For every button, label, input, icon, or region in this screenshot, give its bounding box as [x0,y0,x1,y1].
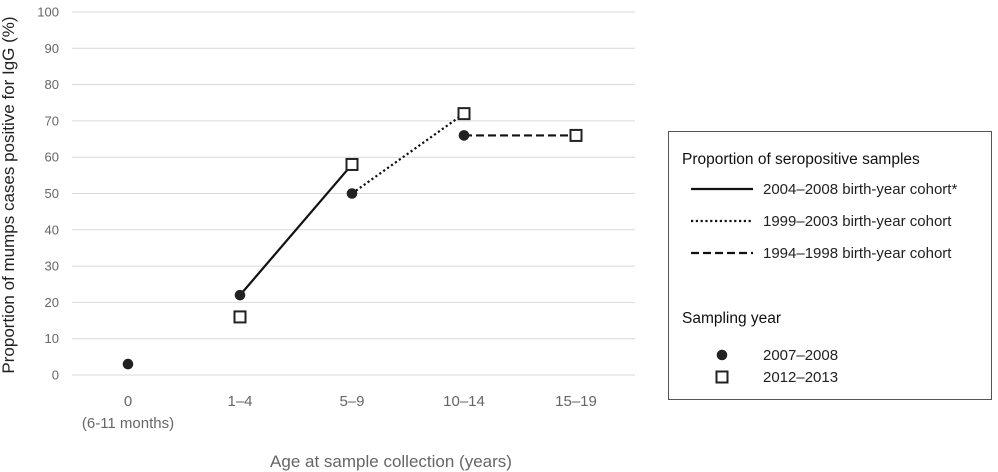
legend-marker-label: 2007–2008 [763,347,838,364]
y-tick-label: 60 [45,150,59,165]
data-point-square [457,107,471,121]
y-axis-label: Proportion of mumps cases positive for I… [0,16,18,373]
x-axis-label: Age at sample collection (years) [270,452,512,471]
y-tick-label: 100 [37,5,59,20]
y-tick-label: 10 [45,331,59,346]
data-point-circle [458,130,470,141]
cohort-line [351,112,465,195]
legend-marker-circle [716,349,728,361]
x-tick-label: 10–14 [443,393,485,410]
y-tick-label: 50 [45,186,59,201]
y-tick-label: 90 [45,41,59,56]
data-markers [122,107,583,370]
legend-line-label: 2004–2008 birth-year cohort* [763,181,957,198]
data-point-square [233,310,247,324]
x-tick-labels: 0 (6-11 months) 1–4 5–9 10–14 15–19 [82,393,597,432]
legend: Proportion of seropositive samples 2004–… [668,131,992,400]
y-tick-label: 20 [45,295,59,310]
y-tick-label: 40 [45,222,59,237]
x-tick-label: 1–4 [227,393,252,410]
y-tick-label: 30 [45,259,59,274]
legend-line-label: 1994–1998 birth-year cohort [763,245,952,262]
legend-svg: Proportion of seropositive samples 2004–… [682,151,957,386]
y-tick-label: 70 [45,113,59,128]
y-tick-labels: 0 10 20 30 40 50 60 70 80 90 100 [37,5,59,383]
data-point-square [345,157,359,171]
legend-marker-entries: 2007–2008 2012–2013 [715,347,838,386]
data-point-square [569,128,583,142]
cohort-lines [239,112,576,296]
legend-line-entries: 2004–2008 birth-year cohort* 1999–2003 bi… [691,181,957,262]
data-point-circle [346,188,358,199]
x-tick-label: 0 [124,393,132,410]
x-tick-sublabel: (6-11 months) [82,415,174,432]
legend-markers-title: Sampling year [682,310,781,327]
legend-lines-title: Proportion of seropositive samples [682,151,920,168]
data-point-circle [122,358,134,370]
y-tick-label: 0 [52,368,59,383]
x-tick-label: 15–19 [555,393,597,410]
legend-marker-square [715,370,729,384]
legend-marker-label: 2012–2013 [763,369,838,386]
cohort-line [239,163,353,296]
legend-line-label: 1999–2003 birth-year cohort [763,213,952,230]
x-tick-label: 5–9 [339,393,364,410]
data-point-circle [234,289,246,301]
y-tick-label: 80 [45,77,59,92]
